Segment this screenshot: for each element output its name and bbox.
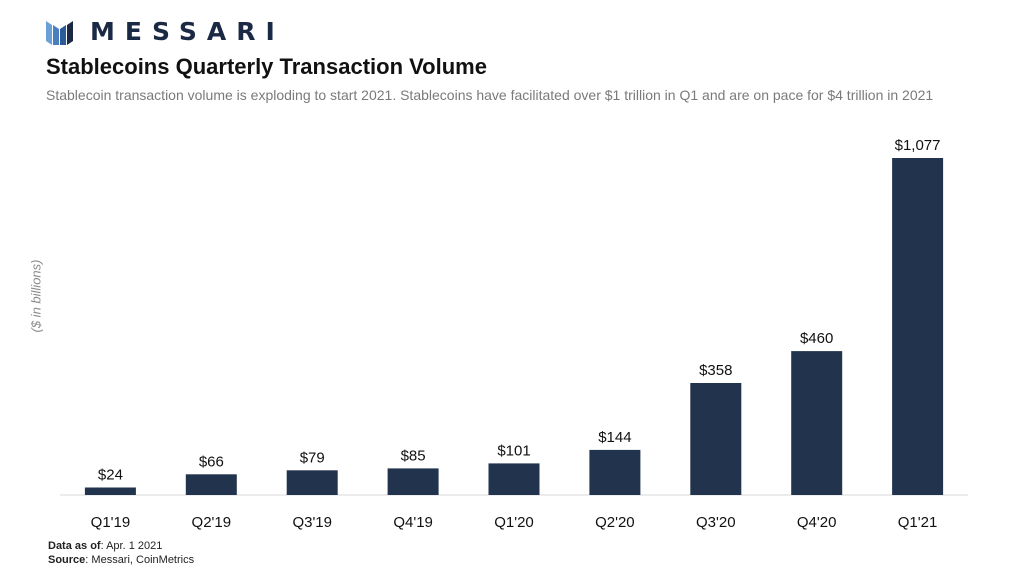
x-tick-label: Q3'20 (696, 514, 736, 531)
x-tick-label: Q1'19 (91, 514, 131, 531)
page-subtitle: Stablecoin transaction volume is explodi… (46, 87, 934, 103)
bar (488, 463, 540, 495)
data-label: $85 (401, 447, 426, 464)
data-label: $24 (98, 467, 123, 484)
data-as-of: Data as of: Apr. 1 2021 (48, 540, 162, 552)
bar (387, 468, 439, 495)
x-tick-label: Q1'20 (494, 514, 534, 531)
messari-logo-icon (46, 21, 73, 45)
data-label: $358 (699, 362, 732, 379)
bar (690, 383, 742, 495)
data-label: $79 (300, 449, 325, 466)
source-label: Source (48, 554, 86, 566)
bar (286, 470, 338, 495)
source-note: Source: Messari, CoinMetrics (48, 554, 194, 566)
brand-name: MESSARI (90, 17, 285, 46)
brand-logo: MESSARI (46, 18, 285, 46)
data-label: $460 (800, 330, 833, 347)
data-label: $66 (199, 453, 224, 470)
data-label: $144 (598, 429, 631, 446)
bar (185, 474, 237, 495)
x-tick-label: Q2'19 (192, 514, 232, 531)
data-as-of-label: Data as of (48, 540, 101, 552)
x-tick-label: Q4'19 (393, 514, 433, 531)
source-value: : Messari, CoinMetrics (85, 554, 195, 566)
bar (589, 449, 641, 495)
x-tick-label: Q1'21 (898, 514, 938, 531)
bar (84, 487, 136, 495)
bar (892, 158, 944, 495)
data-as-of-value: : Apr. 1 2021 (100, 540, 163, 552)
data-label: $1,077 (895, 137, 941, 154)
page-title: Stablecoins Quarterly Transaction Volume (46, 54, 487, 79)
bar-chart: $24 Q1'19 $66 Q2'19 $79 Q3'19 $85 Q4'19 $101 Q1'2… (60, 137, 968, 531)
bar (791, 351, 843, 495)
data-label: $101 (497, 442, 530, 459)
x-tick-label: Q3'19 (292, 514, 332, 531)
x-tick-label: Q2'20 (595, 514, 635, 531)
x-tick-label: Q4'20 (797, 514, 837, 531)
